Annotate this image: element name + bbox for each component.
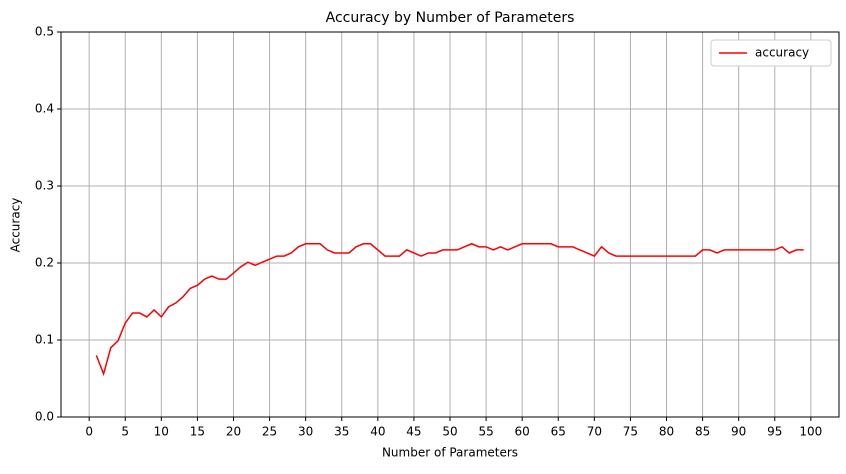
- x-tick-label: 10: [154, 425, 169, 439]
- x-tick-label: 100: [799, 425, 822, 439]
- x-axis-label: Number of Parameters: [382, 446, 518, 460]
- x-tick-label: 95: [767, 425, 782, 439]
- x-tick-label: 80: [659, 425, 674, 439]
- x-tick-label: 90: [731, 425, 746, 439]
- x-tick-label: 55: [478, 425, 493, 439]
- x-tick-label: 40: [370, 425, 385, 439]
- x-tick-label: 35: [334, 425, 349, 439]
- y-tick-label: 0.4: [35, 102, 54, 116]
- x-tick-label: 70: [587, 425, 602, 439]
- x-tick-label: 60: [515, 425, 530, 439]
- x-tick-label: 30: [298, 425, 313, 439]
- legend-box: [710, 39, 832, 67]
- plot-frame: [60, 31, 840, 418]
- y-tick-label: 0.1: [35, 333, 54, 347]
- x-tick-label: 65: [551, 425, 566, 439]
- y-tick-label: 0.0: [35, 410, 54, 424]
- x-tick-label: 75: [623, 425, 638, 439]
- x-tick-label: 5: [121, 425, 129, 439]
- y-tick-label: 0.2: [35, 256, 54, 270]
- x-tick-label: 25: [262, 425, 277, 439]
- line-series: [95, 242, 804, 377]
- y-axis-label: Accuracy: [9, 198, 23, 253]
- x-tick-label: 85: [695, 425, 710, 439]
- x-tick-label: 20: [226, 425, 241, 439]
- x-tick-label: 0: [85, 425, 93, 439]
- x-tick-label: 45: [406, 425, 421, 439]
- chart-title: Accuracy by Number of Parameters: [326, 10, 575, 26]
- y-tick-label: 0.3: [35, 179, 54, 193]
- y-tick-label: 0.5: [35, 25, 54, 39]
- x-tick-label: 50: [442, 425, 457, 439]
- x-tick-label: 15: [190, 425, 205, 439]
- legend-label: accuracy: [755, 46, 809, 60]
